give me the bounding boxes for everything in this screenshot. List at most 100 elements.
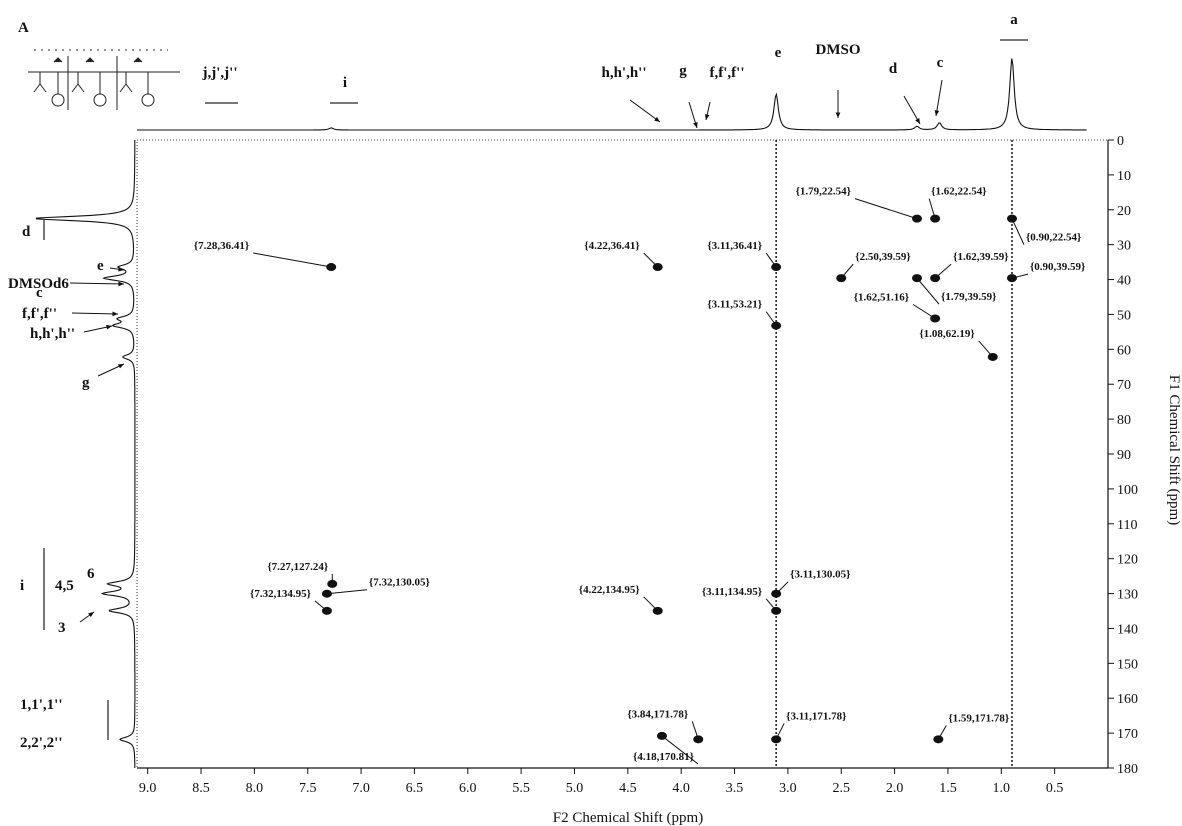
cross-peak-label: {3.11,134.95} (702, 586, 762, 598)
cross-peak-leader (643, 596, 659, 612)
y-axis-title: F1 Chemical Shift (ppm) (1166, 375, 1182, 525)
cross-peak-leader (854, 198, 918, 220)
f1-label: 1,1',1'' (20, 697, 63, 713)
x-tick-label: 8.0 (246, 781, 264, 796)
cross-peak-label: {0.90,39.59} (1030, 261, 1085, 273)
x-tick-label: 4.0 (672, 781, 690, 796)
f1-label: DMSOd6 (8, 276, 69, 292)
cross-peak-leader (934, 263, 952, 279)
f1-arrowhead (88, 612, 94, 618)
cross-peak-label: {1.79,22.54} (796, 186, 851, 198)
x-tick-label: 9.0 (139, 781, 157, 796)
y-tick-label: 60 (1117, 343, 1131, 358)
cross-peak-leader (775, 723, 785, 740)
panel-label: A (18, 20, 29, 36)
x-tick-label: 4.5 (619, 781, 637, 796)
f1-arrowhead (118, 266, 124, 272)
cross-peak-leader (314, 600, 328, 612)
f2-arrowhead (704, 114, 710, 120)
f1-label-arrow (71, 312, 119, 315)
f1-label: d (22, 224, 31, 240)
cross-peak-label: {4.22,36.41} (584, 240, 639, 252)
x-tick-label: 7.0 (352, 781, 370, 796)
f1-arrowhead (118, 281, 124, 287)
cross-peak-leader (643, 252, 659, 268)
f2-projection-trace (137, 58, 1087, 131)
cross-peak-leader (765, 598, 777, 612)
f2-arrowhead (835, 112, 841, 118)
cross-peak-leader (928, 198, 936, 219)
f2-arrowhead (934, 110, 940, 116)
cross-peak-label: {1.62,51.16} (854, 291, 909, 303)
f2-label: d (889, 61, 898, 77)
f1-label: 4,5 (55, 578, 74, 594)
x-tick-label: 5.5 (512, 781, 530, 796)
f2-label: g (679, 63, 687, 79)
x-tick-label: 7.5 (299, 781, 317, 796)
y-tick-label: 20 (1117, 204, 1131, 219)
cross-peak-label: {7.27,127.24} (267, 561, 328, 573)
cross-peaks: {7.28,36.41} {4.22,36.41} {3.11,36.41} {1.7… (194, 186, 1085, 765)
f2-label: f,f',f'' (710, 65, 745, 81)
cross-peak-label: {3.11,36.41} (707, 240, 762, 252)
cross-peak-label: {1.62,22.54} (931, 186, 986, 198)
y-tick-label: 90 (1117, 448, 1131, 463)
cross-peak-leader (661, 735, 699, 765)
cross-peak-leader (326, 589, 367, 595)
vertical-reference-lines (775, 140, 1013, 768)
y-tick-label: 100 (1117, 483, 1138, 498)
f1-arrowhead (112, 311, 118, 317)
x-tick-label: 0.5 (1046, 781, 1064, 796)
cross-peak-label: {7.32,130.05} (369, 577, 430, 589)
plot-area-border (136, 139, 1109, 769)
cross-peak-label: {4.18,170.81} (633, 751, 694, 763)
y-tick-label: 70 (1117, 378, 1131, 393)
f1-projection-trace (35, 140, 136, 768)
f1-label: i (20, 578, 24, 594)
x-tick-label: 3.0 (779, 781, 797, 796)
f1-label: f,f',f'' (22, 306, 57, 322)
y-tick-label: 0 (1117, 134, 1124, 149)
cross-peak-label: {1.59,171.78} (948, 712, 1009, 724)
x-axis-title: F2 Chemical Shift (ppm) (553, 810, 703, 826)
y-tick-label: 110 (1117, 518, 1137, 533)
f2-label: a (1010, 12, 1018, 28)
x-axis: 9.0 8.5 8.0 7.5 7.0 6.5 6.0 5.5 5.0 4.5 4.0 3.5 3.0 2… (139, 768, 1063, 796)
x-tick-label: 1.5 (939, 781, 957, 796)
x-tick-label: 5.0 (566, 781, 584, 796)
f1-label: c (36, 285, 43, 301)
y-tick-label: 130 (1117, 588, 1138, 603)
f1-arrowhead (106, 324, 112, 330)
cross-peak-leader (765, 311, 777, 326)
cross-peak-leader (253, 252, 332, 268)
x-tick-label: 6.0 (459, 781, 477, 796)
y-tick-label: 150 (1117, 657, 1138, 672)
f1-label: g (82, 375, 90, 391)
x-tick-label: 2.0 (886, 781, 904, 796)
plot-frame (136, 139, 1109, 769)
cross-peak-label: {3.84,171.78} (627, 708, 688, 720)
cross-peak-leader (840, 263, 854, 279)
cross-peak-label: {0.90,22.54} (1026, 232, 1081, 244)
x-tick-label: 8.5 (192, 781, 210, 796)
cross-peak-leader (1011, 218, 1025, 245)
x-tick-label: 1.0 (993, 781, 1011, 796)
f2-label-arrow (629, 99, 661, 123)
y-tick-label: 160 (1117, 692, 1138, 707)
y-tick-label: 120 (1117, 553, 1138, 568)
f1-label: 6 (87, 566, 95, 582)
y-axis: 0 10 20 30 40 50 60 70 80 90 100 110 120 130 140 150 160… (1108, 134, 1138, 777)
cross-peak-label: {4.22,134.95} (579, 584, 640, 596)
f2-label: h,h',h'' (601, 65, 646, 81)
cross-peak-leader (937, 725, 947, 740)
cross-peak-label: {1.62,39.59} (953, 251, 1008, 263)
f2-label: i (343, 75, 347, 91)
cross-peak-leader (1011, 273, 1029, 279)
y-tick-label: 10 (1117, 169, 1131, 184)
y-tick-label: 170 (1117, 727, 1138, 742)
f2-label: DMSO (816, 42, 861, 58)
cross-peak-label: {7.28,36.41} (194, 240, 249, 252)
f2-label-arrow (935, 79, 943, 117)
f1-arrowhead (118, 364, 124, 369)
